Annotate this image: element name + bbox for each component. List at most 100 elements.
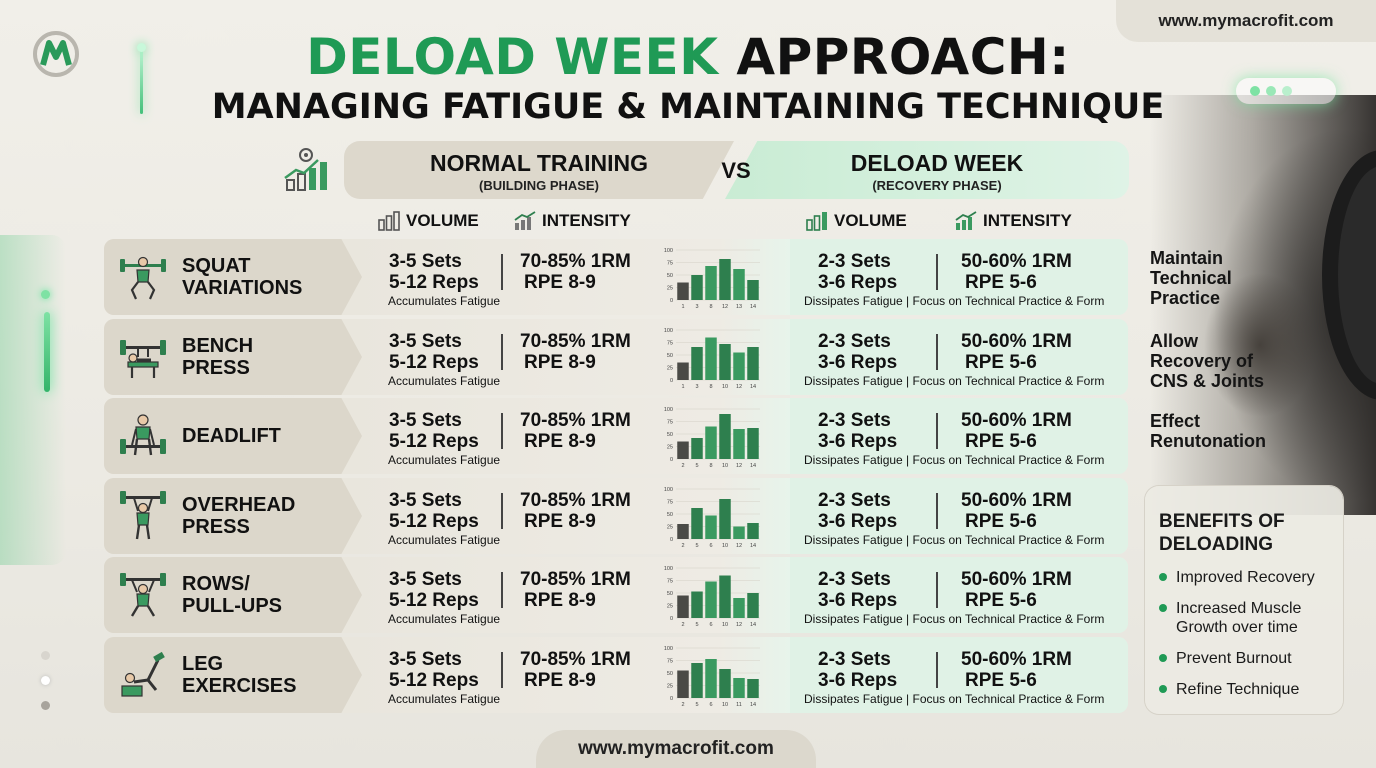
divider <box>936 652 938 688</box>
y-tick-label: 75 <box>667 341 673 347</box>
normal-phase-title: NORMAL TRAINING <box>429 150 649 176</box>
deload-intensity: 50-60% 1RM <box>961 251 1072 272</box>
normal-intensity: 70-85% 1RM <box>520 569 631 590</box>
chart-bar <box>747 428 759 459</box>
bullet-icon <box>1159 685 1167 693</box>
divider <box>936 572 938 608</box>
deload-sets: 2-3 Sets <box>818 569 891 590</box>
x-tick-label: 2 <box>681 463 684 469</box>
y-tick-label: 25 <box>667 366 673 372</box>
deload-sets: 2-3 Sets <box>818 251 891 272</box>
x-tick-label: 5 <box>695 622 698 628</box>
right-glow-bar <box>1236 78 1336 104</box>
normal-intensity: 70-85% 1RM <box>520 490 631 511</box>
deload-intensity: 50-60% 1RM <box>961 569 1072 590</box>
benefit-item: Improved Recovery <box>1159 568 1343 587</box>
x-tick-label: 10 <box>722 622 728 628</box>
x-tick-label: 10 <box>722 384 728 390</box>
deload-volume-header: VOLUME <box>806 210 907 232</box>
nav-dot <box>41 676 50 685</box>
normal-note: Accumulates Fatigue <box>388 692 501 706</box>
exercise-name: DEADLIFT <box>182 425 281 447</box>
normal-reps: 5-12 Reps <box>389 511 479 532</box>
chart-bar <box>677 670 689 698</box>
deload-rpe: RPE 5-6 <box>965 590 1037 611</box>
site-url-bottom[interactable]: www.mymacrofit.com <box>536 730 816 768</box>
y-tick-label: 75 <box>667 420 673 426</box>
x-tick-label: 11 <box>736 702 742 708</box>
x-tick-label: 12 <box>736 543 742 549</box>
x-tick-label: 6 <box>709 702 712 708</box>
deload-intensity-header: INTENSITY <box>955 210 1072 232</box>
site-url-top[interactable]: www.mymacrofit.com <box>1116 0 1376 42</box>
y-tick-label: 75 <box>667 500 673 506</box>
chart-bar <box>719 259 731 300</box>
deload-week-header: DELOAD WEEK (RECOVERY PHASE) <box>725 141 1129 199</box>
bullet-icon <box>1159 654 1167 662</box>
page-subtitle: MANAGING FATIGUE & MAINTAINING TECHNIQUE <box>211 87 1165 127</box>
x-tick-label: 12 <box>736 463 742 469</box>
bullet-icon <box>1159 604 1167 612</box>
chart-bar <box>705 515 717 539</box>
y-tick-label: 75 <box>667 261 673 267</box>
y-tick-label: 50 <box>667 432 673 438</box>
x-tick-label: 13 <box>736 304 742 310</box>
normal-sets: 3-5 Sets <box>389 331 462 352</box>
exercise-name: SQUAT VARIATIONS <box>182 255 303 299</box>
deload-note: Dissipates Fatigue | Focus on Technical … <box>804 294 1105 308</box>
y-tick-label: 50 <box>667 273 673 279</box>
normal-intensity: 70-85% 1RM <box>520 331 631 352</box>
y-tick-label: 25 <box>667 684 673 690</box>
exercise-label-cell <box>104 637 362 713</box>
x-tick-label: 14 <box>750 622 756 628</box>
chart-bar <box>677 524 689 539</box>
chart-bar <box>747 280 759 300</box>
y-tick-label: 50 <box>667 671 673 677</box>
y-tick-label: 50 <box>667 591 673 597</box>
divider <box>936 254 938 290</box>
benefits-panel: BENEFITS OF DELOADING Improved Recovery … <box>1145 486 1343 714</box>
normal-rpe: RPE 8-9 <box>524 590 596 611</box>
chart-bar <box>677 595 689 618</box>
exercise-name: BENCH PRESS <box>182 335 254 379</box>
bullet-icon <box>1159 573 1167 581</box>
y-tick-label: 50 <box>667 512 673 518</box>
y-tick-label: 100 <box>664 487 673 493</box>
vs-label: VS <box>721 158 751 183</box>
y-tick-label: 75 <box>667 579 673 585</box>
deload-sets: 2-3 Sets <box>818 410 891 431</box>
nav-dot <box>41 651 50 660</box>
chart-bar <box>733 269 745 300</box>
y-tick-label: 25 <box>667 604 673 610</box>
y-tick-label: 0 <box>670 378 673 384</box>
x-tick-label: 2 <box>681 622 684 628</box>
chart-bar <box>719 669 731 698</box>
exercise-name: LEG EXERCISES <box>182 653 297 697</box>
x-tick-label: 5 <box>695 543 698 549</box>
normal-rpe: RPE 8-9 <box>524 272 596 293</box>
x-tick-label: 14 <box>750 384 756 390</box>
normal-note: Accumulates Fatigue <box>388 294 501 308</box>
leg-exercise-icon <box>121 651 165 697</box>
x-tick-label: 8 <box>709 304 712 310</box>
x-tick-label: 12 <box>736 384 742 390</box>
deload-phase-subtitle: (RECOVERY PHASE) <box>872 178 1002 193</box>
y-tick-label: 0 <box>670 537 673 543</box>
benefit-item: Increased Muscle Growth over time <box>1159 599 1343 637</box>
chart-bar <box>705 426 717 459</box>
intensity-icon <box>514 211 536 230</box>
y-tick-label: 0 <box>670 696 673 702</box>
normal-rpe: RPE 8-9 <box>524 670 596 691</box>
chart-bar <box>719 499 731 539</box>
intensity-icon <box>955 211 977 230</box>
x-tick-label: 14 <box>750 463 756 469</box>
chart-bar <box>747 679 759 698</box>
x-tick-label: 6 <box>709 543 712 549</box>
benefit-item: Refine Technique <box>1159 680 1343 699</box>
chart-bar <box>747 523 759 539</box>
chart-bar <box>691 438 703 459</box>
deload-phase-title: DELOAD WEEK <box>850 150 1024 176</box>
deload-sets: 2-3 Sets <box>818 649 891 670</box>
